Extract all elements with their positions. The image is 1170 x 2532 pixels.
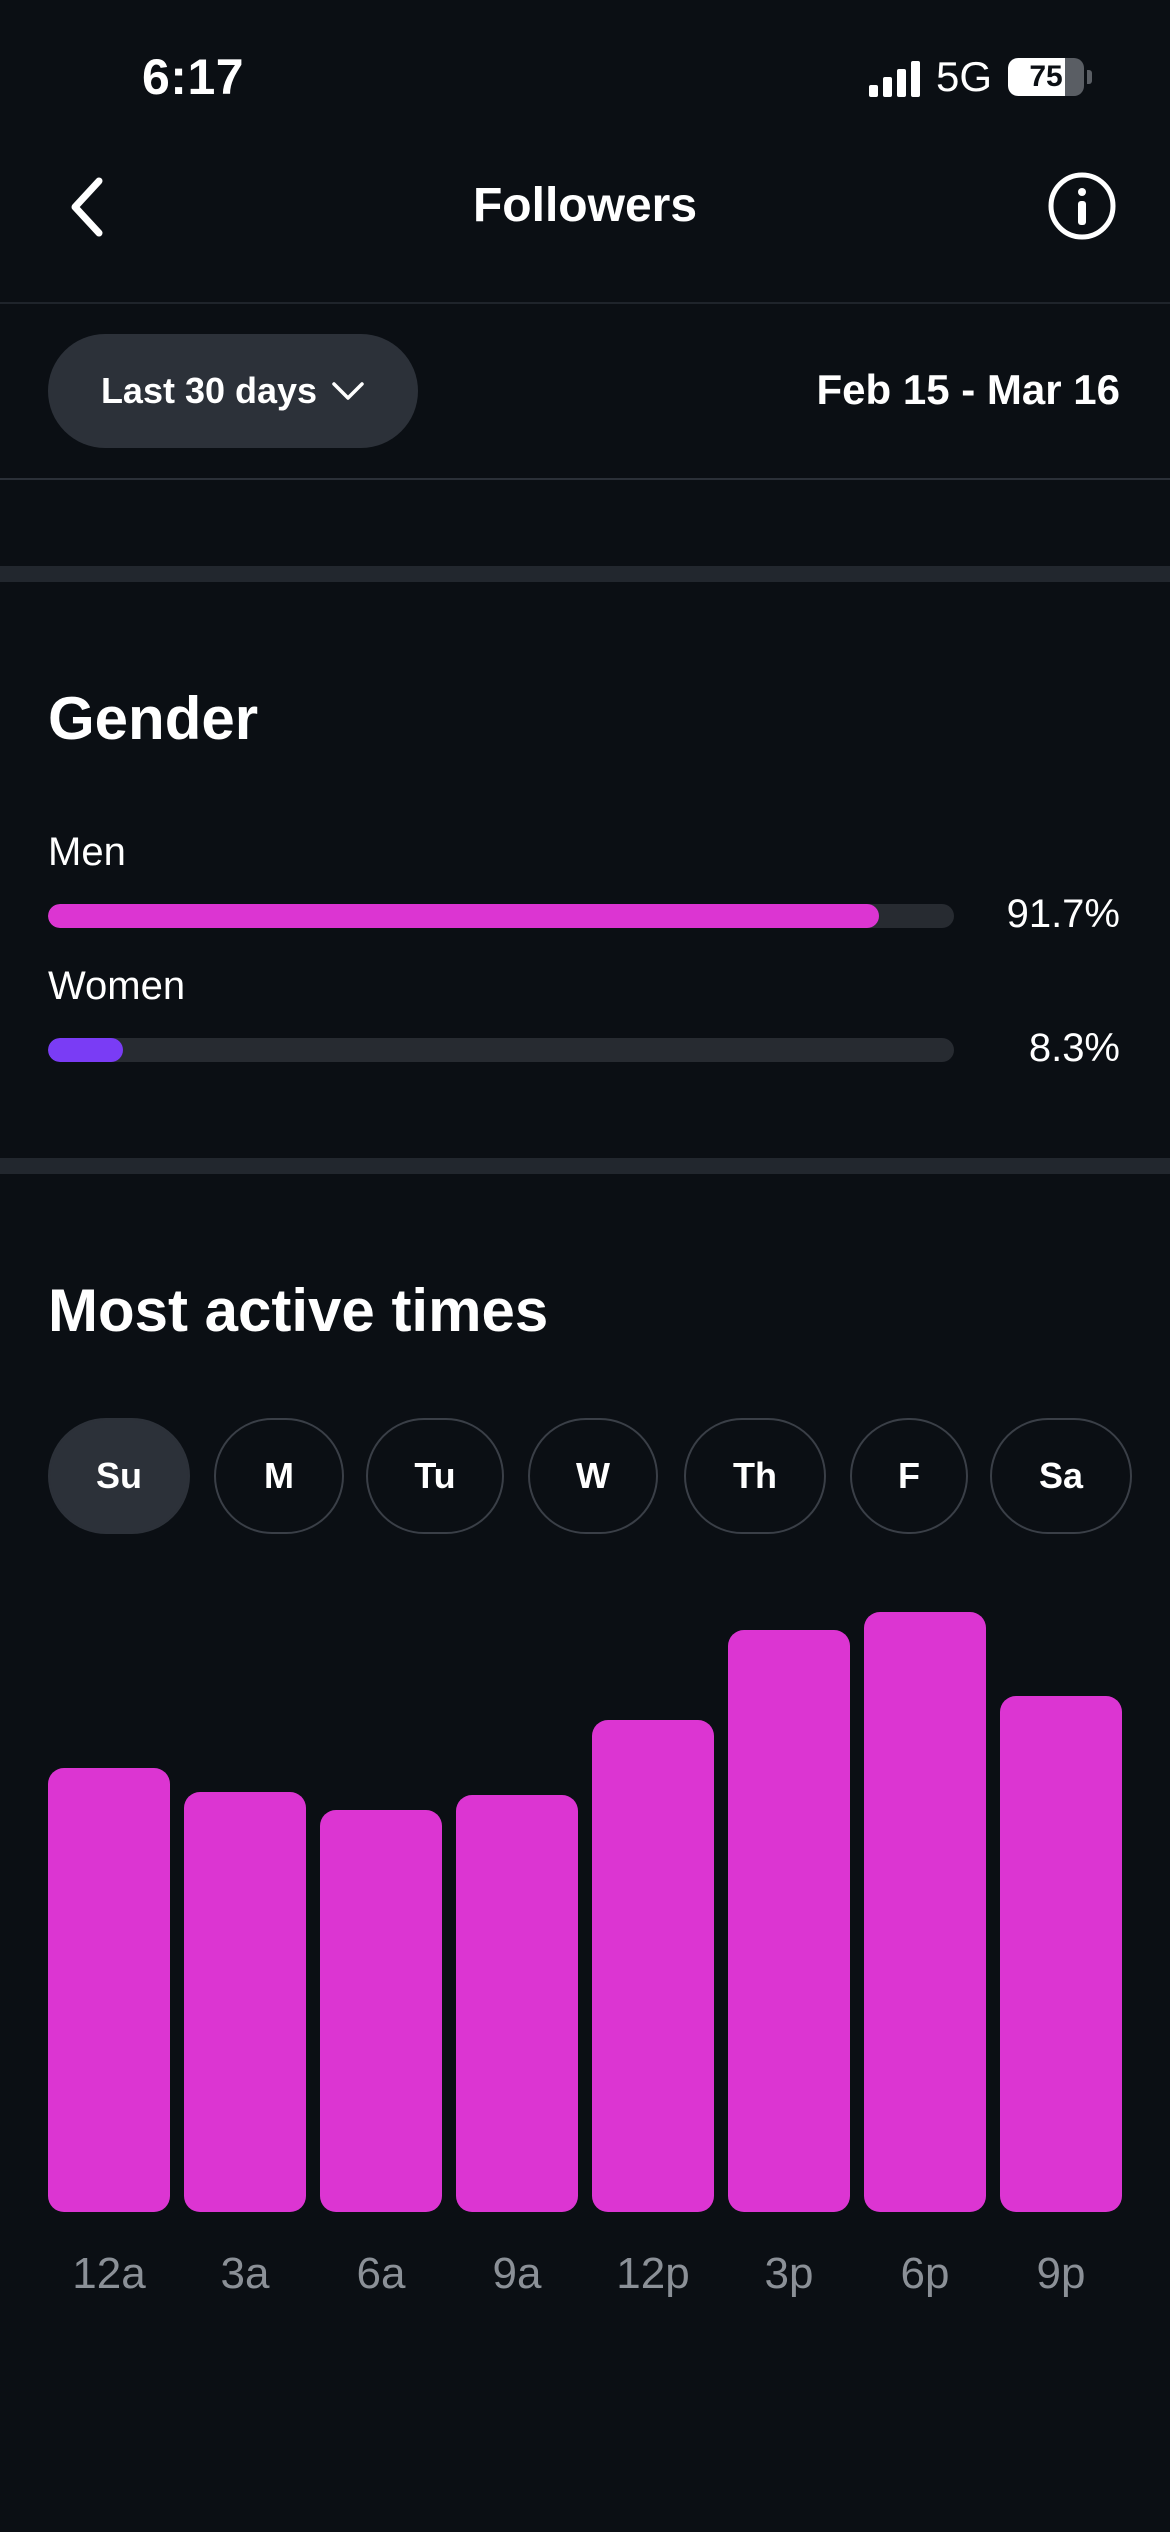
section-divider (0, 1158, 1170, 1174)
filter-row: Last 30 days Feb 15 - Mar 16 (0, 306, 1170, 480)
battery-nub (1087, 70, 1092, 84)
chart-bar-6p (864, 1612, 986, 2212)
network-label: 5G (935, 53, 992, 100)
battery-icon: 75 (1008, 58, 1084, 96)
page-title: Followers (472, 179, 698, 232)
gender-label-women: Women (48, 964, 186, 1008)
info-button[interactable] (1046, 170, 1118, 242)
day-chip-f[interactable]: F (850, 1418, 968, 1534)
gender-bar-women (48, 1038, 954, 1062)
date-range-text: Feb 15 - Mar 16 (816, 366, 1120, 413)
status-indicators: 5G 75 (868, 52, 1092, 102)
chart-bar-3p (728, 1630, 850, 2212)
status-bar: 6:17 5G 75 (0, 0, 1170, 150)
chart-xtick-3p: 3p (765, 2249, 814, 2298)
chart-bar-3a (184, 1792, 306, 2212)
battery-level: 75 (1029, 60, 1063, 93)
active-times-title: Most active times (48, 1277, 549, 1344)
date-range-dropdown[interactable]: Last 30 days (48, 334, 418, 448)
signal-icon (868, 57, 920, 97)
chart-xtick-6p: 6p (901, 2249, 950, 2298)
chart-bar-12a (48, 1768, 170, 2212)
day-selector: Su M Tu W Th F Sa (48, 1418, 1132, 1534)
chart-xtick-9p: 9p (1037, 2249, 1086, 2298)
day-chip-w[interactable]: W (528, 1418, 658, 1534)
gender-bar-fill-men (48, 904, 879, 928)
date-range-label: Last 30 days (100, 370, 318, 411)
chart-xtick-9a: 9a (493, 2249, 542, 2298)
section-divider (0, 566, 1170, 582)
gender-label-men: Men (48, 830, 126, 874)
day-chip-sa[interactable]: Sa (990, 1418, 1132, 1534)
status-time: 6:17 (142, 49, 245, 105)
chevron-down-icon (332, 382, 364, 400)
active-times-chart: 12a 3a 6a 9a 12p 3p 6p 9p (48, 1612, 1122, 2298)
day-chip-m[interactable]: M (214, 1418, 344, 1534)
chart-bar-12p (592, 1720, 714, 2212)
chart-xtick-6a: 6a (357, 2249, 406, 2298)
nav-bar: Followers (0, 150, 1170, 304)
chart-bar-9p (1000, 1696, 1122, 2212)
info-circle-icon (1048, 172, 1116, 240)
gender-value-men: 91.7% (1006, 892, 1120, 936)
gender-value-women: 8.3% (1028, 1026, 1120, 1070)
gender-bar-men (48, 904, 954, 928)
chart-bar-9a (456, 1795, 578, 2212)
gender-title: Gender (48, 685, 259, 752)
gender-bar-fill-women (48, 1038, 124, 1062)
chart-xtick-12a: 12a (72, 2249, 146, 2298)
chart-xtick-12p: 12p (616, 2249, 689, 2298)
chevron-left-icon (71, 177, 103, 237)
day-chip-tu[interactable]: Tu (366, 1418, 504, 1534)
battery-fill (1008, 58, 1065, 96)
day-chip-th[interactable]: Th (684, 1418, 826, 1534)
back-button[interactable] (52, 172, 122, 242)
chart-bar-6a (320, 1810, 442, 2212)
day-chip-su[interactable]: Su (48, 1418, 190, 1534)
chart-xtick-3a: 3a (221, 2249, 270, 2298)
